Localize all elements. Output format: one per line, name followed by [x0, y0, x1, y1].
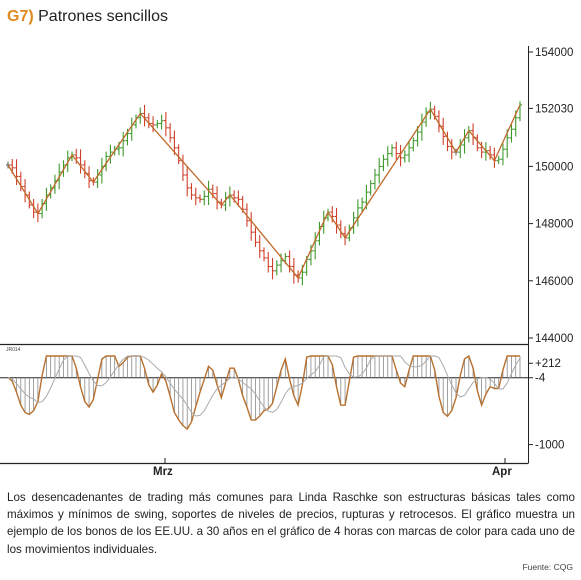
ohlc-bar	[163, 112, 168, 137]
figure-number: G7)	[7, 8, 34, 25]
ohlc-bar	[262, 247, 266, 262]
ohlc-bar	[287, 250, 292, 273]
ohlc-bar	[518, 101, 522, 122]
ohlc-bar	[78, 149, 83, 174]
ohlc-bar	[270, 257, 275, 280]
source-note: Fuente: CQG	[522, 562, 573, 572]
osc-tick-label: -1000	[535, 440, 564, 452]
ohlc-bar	[108, 144, 113, 164]
ohlc-bar	[372, 168, 377, 190]
ohlc-bar	[394, 141, 399, 160]
ohlc-bar	[193, 187, 198, 206]
ohlc-bar	[488, 145, 493, 160]
ohlc-bar	[402, 150, 407, 163]
osc-line	[7, 354, 520, 431]
ohlc-bar	[202, 190, 207, 206]
ohlc-bar	[496, 155, 501, 165]
osc-panel-id: JR014	[6, 347, 21, 353]
figure-caption: Los desencadenantes de trading más comun…	[7, 491, 575, 556]
ohlc-bar	[377, 157, 382, 184]
ohlc-bar	[509, 124, 514, 143]
ohlc-bar	[274, 260, 279, 276]
ohlc-bar	[236, 190, 241, 207]
ohlc-bar	[155, 120, 160, 129]
ohlc-bar	[407, 140, 412, 163]
price-chart: JR014 154000 152030 150000 148000 146000 1440…	[0, 46, 573, 478]
ohlc-bar	[14, 159, 19, 185]
osc-signal-line	[7, 355, 521, 417]
zigzag-line	[7, 104, 521, 280]
price-tick-label: 148000	[535, 219, 573, 231]
ohlc-bar	[334, 207, 339, 234]
ohlc-bar	[172, 130, 177, 156]
ohlc-bar	[381, 154, 386, 172]
ohlc-bar	[449, 139, 454, 160]
ohlc-bar	[479, 141, 484, 159]
ohlc-bar	[180, 154, 185, 181]
ohlc-bar	[398, 144, 403, 167]
date-label-apr: Apr	[492, 466, 512, 478]
ohlc-bar	[253, 227, 258, 247]
ohlc-bar	[419, 113, 424, 141]
ohlc-bar	[368, 180, 373, 196]
ohlc-bar	[168, 123, 173, 143]
ohlc-bar	[266, 251, 271, 273]
ohlc-bar	[185, 166, 190, 197]
ohlc-bar	[257, 234, 262, 259]
ohlc-bar	[360, 197, 365, 213]
ohlc-bar	[176, 144, 181, 165]
ohlc-bar	[385, 146, 390, 167]
figure-title: Patrones sencillos	[38, 8, 168, 25]
osc-tick-label: +212	[535, 358, 561, 370]
price-axis-ticks: 154000 152030 150000 148000 146000 144000	[528, 47, 573, 345]
ohlc-bar	[411, 137, 416, 152]
oscillator	[0, 354, 528, 431]
ohlc-bar	[121, 132, 126, 157]
osc-tick-label: -4	[535, 373, 546, 385]
ohlc-bar	[249, 212, 254, 241]
osc-axis-ticks: +212 -4 -1000	[528, 358, 564, 452]
price-tick-label: 154000	[535, 47, 573, 59]
ohlc-bar	[159, 114, 164, 130]
ohlc-bar	[206, 180, 211, 206]
ohlc-bar	[151, 116, 156, 133]
ohlc-bar	[390, 144, 394, 157]
date-label-mrz: Mrz	[153, 466, 173, 478]
ohlc-bar	[500, 143, 505, 166]
swing-zigzag	[7, 104, 521, 280]
price-tick-label: 146000	[535, 276, 573, 288]
ohlc-bar	[129, 117, 134, 141]
ohlc-bar	[189, 183, 194, 200]
ohlc-bar	[198, 194, 202, 203]
price-tick-label: 152030	[535, 103, 573, 115]
chart-title: G7) Patrones sencillos	[7, 8, 168, 26]
ohlc-bar	[355, 199, 360, 227]
ohlc-bar	[142, 104, 147, 127]
price-tick-label: 150000	[535, 161, 573, 173]
price-tick-label: 144000	[535, 333, 573, 345]
price-bars	[6, 101, 522, 286]
